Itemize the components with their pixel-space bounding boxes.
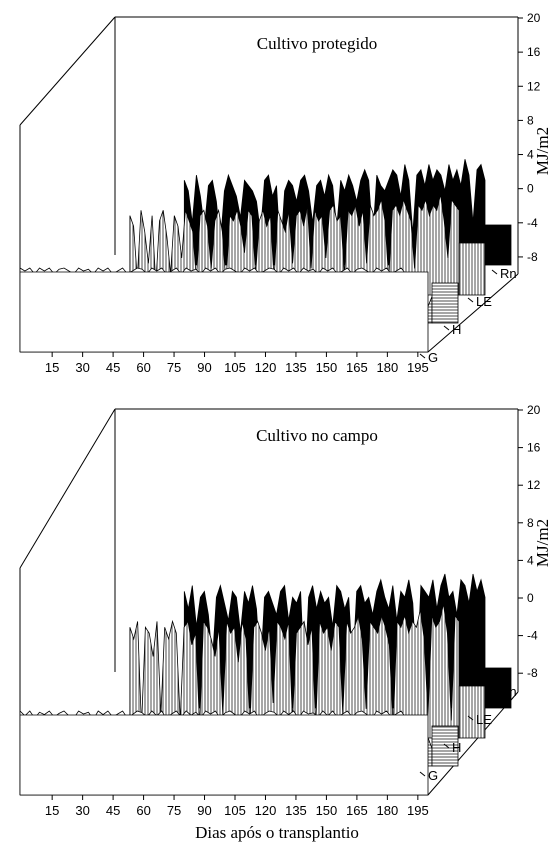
x-tick-label: 135 (285, 803, 307, 818)
z-tick-label: 0 (527, 591, 534, 605)
x-tick-label: 105 (224, 360, 246, 375)
z-axis-title: MJ/m2 (533, 127, 552, 175)
series-g-wall (19, 271, 429, 353)
series-le-end (458, 685, 486, 739)
series-h-end (431, 725, 459, 767)
z-tick-label: 16 (527, 45, 541, 59)
series-h-end (431, 282, 459, 324)
x-tick-label: 60 (136, 803, 150, 818)
series-rn-end (484, 224, 512, 266)
z-tick-label: 12 (527, 478, 541, 492)
series-g-wall (19, 714, 429, 796)
series-label-h: H (452, 322, 461, 337)
x-tick-label: 150 (316, 360, 338, 375)
chart-title: Cultivo no campo (256, 426, 378, 445)
z-tick-label: 4 (527, 148, 534, 162)
series-label-g: G (428, 350, 438, 365)
x-tick-label: 75 (167, 803, 181, 818)
x-tick-label: 150 (316, 803, 338, 818)
series-label-rn: Rn (500, 266, 517, 281)
z-axis-title: MJ/m2 (533, 519, 552, 567)
x-tick-label: 60 (136, 360, 150, 375)
x-tick-label: 30 (75, 803, 89, 818)
x-tick-label: 90 (197, 803, 211, 818)
z-tick-label: 20 (527, 11, 541, 25)
z-tick-label: 16 (527, 441, 541, 455)
z-tick-label: 0 (527, 182, 534, 196)
x-tick-label: 90 (197, 360, 211, 375)
z-tick-label: 12 (527, 79, 541, 93)
z-tick-label: -4 (527, 629, 538, 643)
x-axis-title: Dias após o transplantio (195, 823, 359, 842)
series-le-ribbon (129, 603, 460, 739)
x-tick-label: 45 (106, 803, 120, 818)
z-tick-label: -8 (527, 250, 538, 264)
x-tick-label: 75 (167, 360, 181, 375)
series-label-rn: Rn (500, 684, 517, 699)
chart-panel-1: 15 30 45 60 75 90 105 120 135 150 165 180 195 20 16 12 8… (19, 11, 552, 375)
x-tick-label: 180 (377, 803, 399, 818)
x-tick-label: 135 (285, 360, 307, 375)
z-tick-label: 8 (527, 113, 534, 127)
x-tick-label: 15 (45, 360, 59, 375)
x-tick-label: 45 (106, 360, 120, 375)
z-tick-label: 20 (527, 403, 541, 417)
z-tick-label: 4 (527, 553, 534, 567)
x-tick-label: 165 (346, 803, 368, 818)
x-tick-label: 30 (75, 360, 89, 375)
series-label-le: LE (476, 294, 492, 309)
series-label-g: G (428, 768, 438, 783)
z-tick-label: 8 (527, 516, 534, 530)
series-label-h: H (452, 740, 461, 755)
series-label-le: LE (476, 712, 492, 727)
x-tick-label: 120 (255, 803, 277, 818)
x-tick-label: 120 (255, 360, 277, 375)
x-tick-label: 15 (45, 803, 59, 818)
chart-title: Cultivo protegido (257, 34, 377, 53)
x-tick-label: 195 (407, 803, 429, 818)
series-le-end (458, 242, 486, 296)
chart-panel-2: 15 30 45 60 75 90 105 120 135 150 165 180 195 20 16 12 8… (19, 403, 552, 818)
x-tick-label: 180 (377, 360, 399, 375)
z-tick-label: -8 (527, 666, 538, 680)
x-tick-label: 165 (346, 360, 368, 375)
z-tick-label: -4 (527, 216, 538, 230)
x-tick-label: 105 (224, 803, 246, 818)
x-tick-label: 195 (407, 360, 429, 375)
